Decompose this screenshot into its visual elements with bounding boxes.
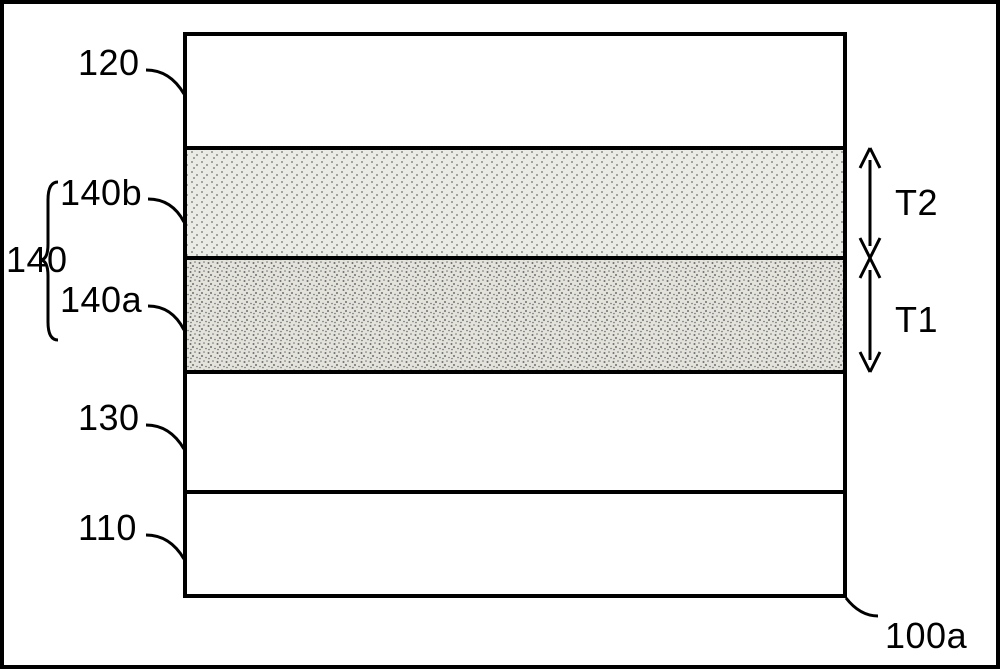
leader-140b bbox=[148, 199, 184, 222]
label-110: 110 bbox=[78, 507, 137, 548]
label-140: 140 bbox=[6, 239, 68, 280]
label-130: 130 bbox=[78, 397, 140, 438]
layer-130 bbox=[185, 372, 845, 492]
layer-120 bbox=[185, 34, 845, 148]
label-T1: T1 bbox=[895, 299, 938, 340]
dimension-T2: T2 bbox=[860, 148, 938, 258]
label-140a: 140a bbox=[60, 279, 143, 320]
leader-ref bbox=[846, 598, 878, 616]
layer-140a bbox=[185, 258, 845, 372]
layer-stack bbox=[185, 34, 845, 596]
label-140b: 140b bbox=[60, 172, 142, 213]
label-T2: T2 bbox=[895, 182, 938, 223]
leader-140a bbox=[148, 306, 184, 330]
layer-diagram: 120 140b 140a 130 110 140 T2 T1 100a bbox=[0, 0, 1000, 669]
leader-110 bbox=[146, 535, 184, 559]
label-120: 120 bbox=[78, 42, 140, 83]
leader-130 bbox=[146, 425, 184, 449]
leader-120 bbox=[146, 70, 184, 94]
layer-140b bbox=[185, 148, 845, 258]
layer-110 bbox=[185, 492, 845, 596]
label-ref: 100a bbox=[885, 615, 968, 656]
dimension-T1: T1 bbox=[860, 258, 938, 372]
